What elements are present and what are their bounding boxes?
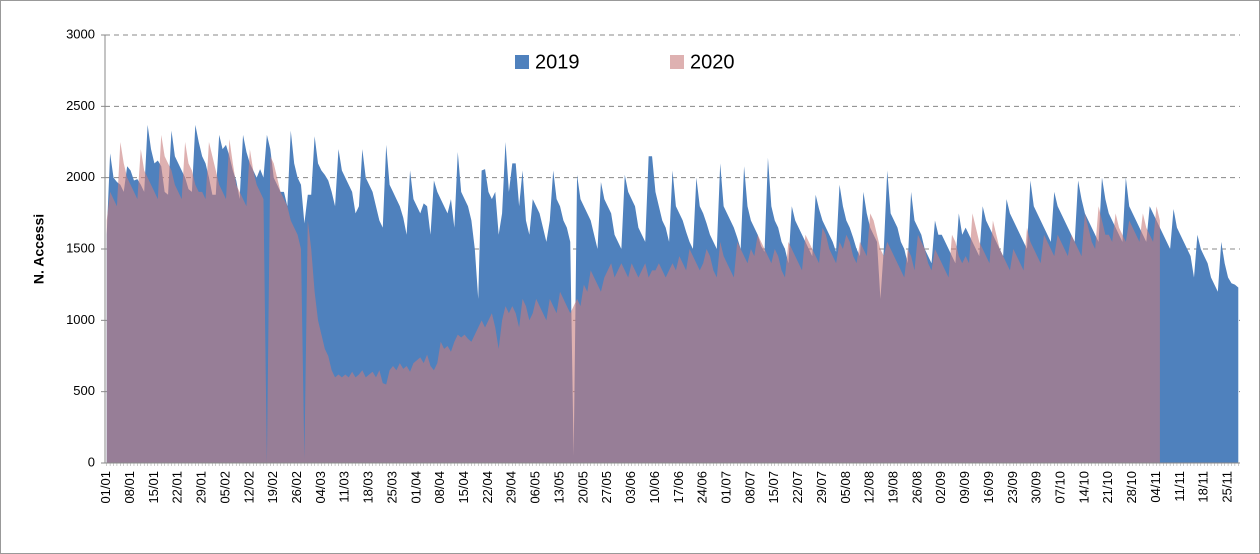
- x-tick-label: 26/02: [289, 471, 304, 504]
- x-tick-label: 25/11: [1220, 471, 1235, 503]
- x-tick-label: 29/07: [814, 471, 829, 504]
- x-tick-label: 08/07: [742, 471, 757, 504]
- area: [106, 134, 1160, 463]
- x-tick-label: 25/03: [384, 471, 399, 504]
- x-tick-label: 15/04: [456, 471, 471, 504]
- x-tick-label: 04/11: [1148, 471, 1163, 503]
- x-tick-label: 14/10: [1076, 471, 1091, 504]
- x-tick-label: 09/09: [957, 471, 972, 504]
- x-tick-label: 08/04: [432, 471, 447, 504]
- y-tick-label: 1500: [66, 240, 95, 255]
- x-tick-label: 13/05: [551, 471, 566, 504]
- x-tick-label: 16/09: [981, 471, 996, 504]
- x-tick-label: 02/09: [933, 471, 948, 504]
- x-tick-label: 05/08: [838, 471, 853, 504]
- x-tick-label: 06/05: [528, 471, 543, 504]
- x-tick-label: 12/08: [862, 471, 877, 504]
- x-tick-label: 11/11: [1172, 471, 1187, 502]
- x-tick-label: 17/06: [671, 471, 686, 504]
- x-tick-label: 29/04: [504, 471, 519, 504]
- x-tick-label: 30/09: [1029, 471, 1044, 504]
- x-tick-label: 15/07: [766, 471, 781, 504]
- x-tick-label: 15/01: [146, 471, 161, 504]
- x-tick-label: 22/07: [790, 471, 805, 504]
- x-tick-label: 28/10: [1124, 471, 1139, 504]
- y-tick-label: 500: [73, 383, 95, 398]
- x-tick-label: 22/04: [480, 471, 495, 504]
- x-tick-label: 04/03: [313, 471, 328, 504]
- x-tick-label: 11/03: [337, 471, 352, 503]
- x-tick-label: 12/02: [241, 471, 256, 504]
- y-tick-label: 1000: [66, 312, 95, 327]
- x-tick-label: 18/11: [1196, 471, 1211, 503]
- y-tick-label: 0: [88, 454, 95, 469]
- x-tick-label: 27/05: [599, 471, 614, 504]
- x-tick-label: 26/08: [909, 471, 924, 504]
- x-tick-label: 20/05: [575, 471, 590, 504]
- legend-swatch: [515, 55, 529, 69]
- x-tick-label: 08/01: [122, 471, 137, 504]
- x-tick-label: 19/08: [885, 471, 900, 504]
- x-tick-label: 18/03: [361, 471, 376, 504]
- x-tick-label: 19/02: [265, 471, 280, 504]
- legend-label: 2019: [535, 51, 580, 73]
- x-tick-label: 29/01: [194, 471, 209, 504]
- x-tick-label: 01/07: [718, 471, 733, 504]
- legend-swatch: [670, 55, 684, 69]
- x-tick-label: 07/10: [1052, 471, 1067, 504]
- x-tick-label: 24/06: [695, 471, 710, 504]
- x-tick-label: 21/10: [1100, 471, 1115, 504]
- x-tick-label: 22/01: [170, 471, 185, 504]
- x-tick-label: 23/09: [1005, 471, 1020, 504]
- x-tick-label: 03/06: [623, 471, 638, 504]
- y-tick-label: 2000: [66, 169, 95, 184]
- x-tick-label: 05/02: [217, 471, 232, 504]
- y-tick-label: 2500: [66, 98, 95, 113]
- y-tick-label: 3000: [66, 26, 95, 41]
- legend-label: 2020: [690, 51, 735, 73]
- y-axis-label: N. Accessi: [31, 214, 47, 284]
- x-tick-label: 01/04: [408, 471, 423, 504]
- x-tick-label: 10/06: [647, 471, 662, 504]
- x-tick-label: 01/01: [98, 471, 113, 504]
